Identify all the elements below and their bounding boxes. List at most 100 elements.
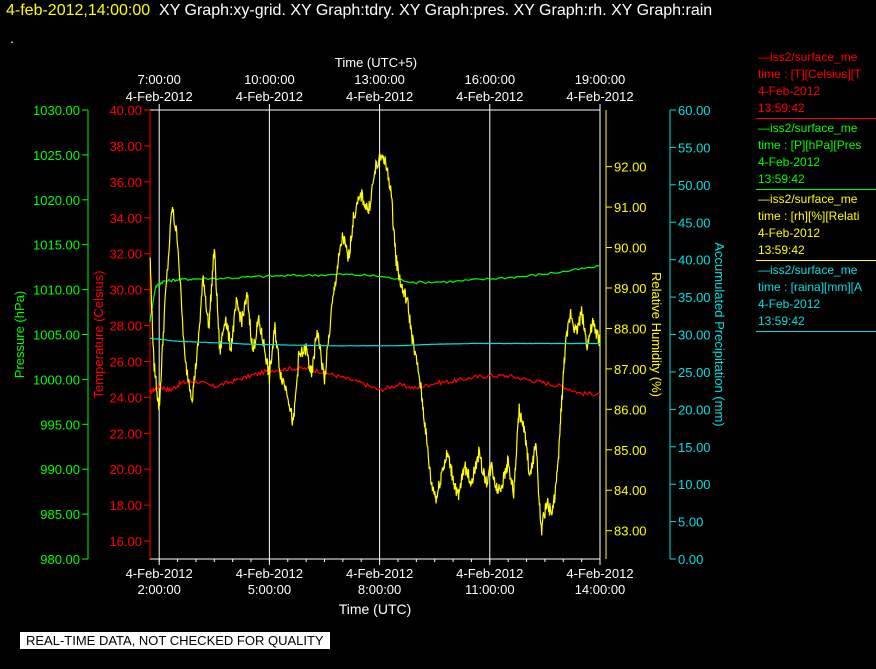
legend-item-time: 13:59:42 (758, 172, 805, 186)
x-bottom-date-3: 4-Feb-2012 (456, 566, 523, 581)
precipitation-tick-label-9: 45.00 (678, 215, 711, 230)
temperature-tick-label-6: 28.00 (109, 319, 142, 334)
x-top-time-1: 10:00:00 (244, 72, 295, 87)
series-pressure (149, 264, 601, 323)
legend-item-date: 4-Feb-2012 (758, 84, 821, 98)
temperature-tick-label-12: 40.00 (109, 103, 142, 118)
grid-lines (158, 110, 601, 559)
pressure-tick-label-1: 985.00 (40, 507, 80, 522)
temperature-tick-label-2: 20.00 (109, 462, 142, 477)
legend-item-line2: time : [rh][%][Relati (758, 209, 860, 223)
temperature-tick-label-9: 34.00 (109, 211, 142, 226)
pressure-tick-label-0: 980.00 (40, 552, 80, 567)
x-top-time-0: 7:00:00 (137, 72, 180, 87)
temperature-tick-label-3: 22.00 (109, 426, 142, 441)
plot-frame (149, 109, 601, 560)
legend-item-date: 4-Feb-2012 (758, 226, 821, 240)
legend: —iss2/surface_me time : [T][Celsius][T 4-F… (756, 49, 876, 333)
quality-notice: REAL-TIME DATA, NOT CHECKED FOR QUALITY (20, 632, 330, 649)
temperature-axis-label: Temperature (Celsius) (91, 271, 106, 399)
pressure-tick-label-8: 1020.00 (33, 193, 80, 208)
pressure-axis-label: Pressure (hPa) (12, 291, 27, 378)
humidity-tick-label-2: 85.00 (614, 443, 647, 458)
legend-item-date: 4-Feb-2012 (758, 155, 821, 169)
x-bottom-date-2: 4-Feb-2012 (346, 566, 413, 581)
legend-item-time: 13:59:42 (758, 314, 805, 328)
pressure-tick-label-3: 995.00 (40, 417, 80, 432)
x-bottom-date-0: 4-Feb-2012 (126, 566, 193, 581)
humidity-tick-label-5: 88.00 (614, 321, 647, 336)
x-top-date-1: 4-Feb-2012 (236, 89, 303, 104)
pressure-tick-label-6: 1010.00 (33, 283, 80, 298)
pressure-tick-label-2: 990.00 (40, 462, 80, 477)
temperature-tick-label-11: 38.00 (109, 139, 142, 154)
pressure-tick-label-9: 1025.00 (33, 148, 80, 163)
pressure-tick-label-5: 1005.00 (33, 328, 80, 343)
legend-item-time: 13:59:42 (758, 243, 805, 257)
x-top-time-4: 19:00:00 (575, 72, 626, 87)
legend-item-line2: time : [raina][mm][A (758, 280, 863, 294)
legend-item-time: 13:59:42 (758, 101, 805, 115)
series-humidity (149, 153, 601, 536)
precipitation-tick-label-8: 40.00 (678, 253, 711, 268)
precipitation-tick-label-0: 0.00 (678, 552, 703, 567)
humidity-tick-label-4: 87.00 (614, 362, 647, 377)
temperature-tick-label-8: 32.00 (109, 247, 142, 262)
humidity-tick-label-9: 92.00 (614, 160, 647, 175)
x-top-axis-label: Time (UTC+5) (335, 55, 417, 70)
precipitation-tick-label-6: 30.00 (678, 328, 711, 343)
legend-item-date: 4-Feb-2012 (758, 297, 821, 311)
precipitation-tick-label-4: 20.00 (678, 402, 711, 417)
current-timestamp: 4-feb-2012,14:00:00 (6, 2, 151, 19)
axis-labels: 4-Feb-20122:00:004-Feb-20125:00:004-Feb-… (12, 55, 727, 617)
x-bottom-date-1: 4-Feb-2012 (236, 566, 303, 581)
graph-header: 4-feb-2012,14:00:00 XY Graph:xy-grid. XY… (6, 2, 712, 20)
legend-item-0: —iss2/surface_me time : [T][Celsius][T 4-F… (756, 49, 876, 119)
legend-item-line2: time : [T][Celsius][T (758, 67, 862, 81)
humidity-tick-label-7: 90.00 (614, 241, 647, 256)
temperature-tick-label-1: 18.00 (109, 498, 142, 513)
x-bottom-time-1: 5:00:00 (248, 582, 291, 597)
temperature-tick-label-4: 24.00 (109, 390, 142, 405)
precipitation-tick-label-2: 10.00 (678, 477, 711, 492)
x-top-date-2: 4-Feb-2012 (346, 89, 413, 104)
legend-item-line2: time : [P][hPa][Pres (758, 138, 862, 152)
precipitation-tick-label-10: 50.00 (678, 178, 711, 193)
precipitation-axis-label: Accumulated Precipitation (mm) (712, 242, 727, 426)
humidity-tick-label-8: 91.00 (614, 200, 647, 215)
series-precipitation (149, 337, 600, 347)
humidity-tick-label-1: 84.00 (614, 483, 647, 498)
pressure-tick-label-10: 1030.00 (33, 103, 80, 118)
humidity-tick-label-3: 86.00 (614, 402, 647, 417)
precipitation-tick-label-3: 15.00 (678, 440, 711, 455)
x-bottom-time-0: 2:00:00 (137, 582, 180, 597)
series-temperature (149, 365, 601, 397)
header-dot: . (10, 30, 14, 46)
precipitation-tick-label-11: 55.00 (678, 140, 711, 155)
precipitation-tick-label-7: 35.00 (678, 290, 711, 305)
precipitation-tick-label-12: 60.00 (678, 103, 711, 118)
pressure-tick-label-4: 1000.00 (33, 372, 80, 387)
legend-item-line1: —iss2/surface_me (758, 263, 858, 277)
axes (82, 104, 676, 565)
precipitation-tick-label-1: 5.00 (678, 515, 703, 530)
pressure-tick-label-7: 1015.00 (33, 238, 80, 253)
legend-item-line1: —iss2/surface_me (758, 192, 858, 206)
x-bottom-axis-label: Time (UTC) (339, 601, 412, 617)
x-bottom-time-3: 11:00:00 (465, 582, 515, 597)
temperature-tick-label-5: 26.00 (109, 354, 142, 369)
x-bottom-time-2: 8:00:00 (358, 582, 401, 597)
x-bottom-time-4: 14:00:00 (575, 582, 626, 597)
x-top-date-4: 4-Feb-2012 (566, 89, 633, 104)
humidity-axis-label: Relative Humidity (%) (649, 272, 664, 397)
legend-item-line1: —iss2/surface_me (758, 121, 858, 135)
x-top-date-0: 4-Feb-2012 (126, 89, 193, 104)
humidity-tick-label-0: 83.00 (614, 524, 647, 539)
temperature-tick-label-0: 16.00 (109, 534, 142, 549)
data-series (149, 153, 601, 536)
x-top-date-3: 4-Feb-2012 (456, 89, 523, 104)
